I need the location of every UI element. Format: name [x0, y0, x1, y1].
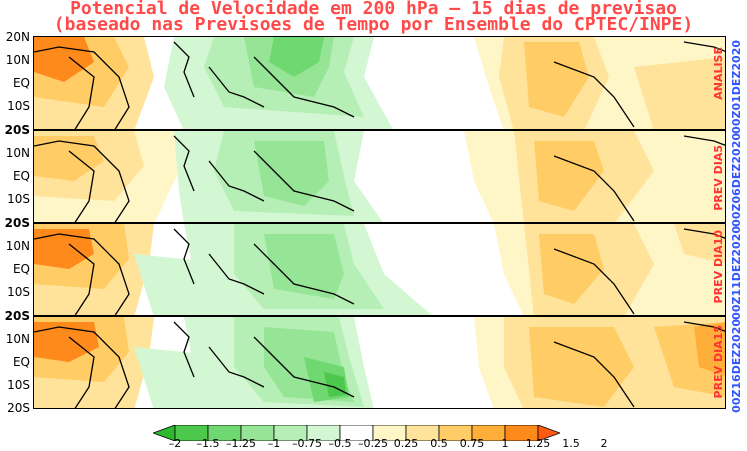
lat-label: 10S [7, 378, 30, 392]
map-panel-dia15: PREV DIA15 [33, 316, 726, 409]
colorbar-tick-label: –1.25 [226, 437, 256, 450]
colorbar-ticks: –2 –1.5 –1.25 –1 –0.75 –0.5 –0.25 0.25 0.5 0.75 1 1… [0, 437, 747, 451]
colorbar-tick-label: –0.25 [358, 437, 388, 450]
lat-label: 20S [7, 401, 30, 415]
panel-date-dia15: 00Z16DEZ2020 [730, 319, 743, 413]
colorbar-tick-label: 0.25 [393, 437, 419, 450]
colorbar-end-right [537, 425, 560, 441]
lat-label: 20S [4, 216, 30, 230]
colorbar-tick-label: 0.75 [459, 437, 485, 450]
panel-date-dia5: 00Z06DEZ2020 [730, 133, 743, 227]
panel-label-dia15: PREV DIA15 [712, 325, 725, 399]
lat-label: 10N [5, 53, 30, 67]
colorbar-tick-label: 1.25 [525, 437, 551, 450]
colorbar-tick-label: –1 [267, 437, 281, 450]
panel-date-dia10: 00Z11DEZ2020 [730, 226, 743, 320]
field-map-dia5 [34, 131, 725, 222]
colorbar-tick-label: 1.5 [562, 437, 580, 450]
lat-label: 20S [4, 123, 30, 137]
map-title: Potencial de Velocidade em 200 hPa – 15 … [70, 0, 677, 19]
lat-label: EQ [12, 169, 30, 183]
lat-label: 10N [5, 332, 30, 346]
panel-label-analise: ANALISE [712, 47, 725, 100]
lat-label: EQ [12, 355, 30, 369]
panel-date-analise: 00Z01DEZ2020 [730, 40, 743, 134]
lat-label: 10S [7, 192, 30, 206]
map-panel-dia10: PREV DIA10 [33, 223, 726, 316]
colorbar-tick-label: –1.5 [196, 437, 220, 450]
colorbar-tick-label: –0.5 [328, 437, 352, 450]
lat-label: 10N [5, 239, 30, 253]
lat-label: 10S [7, 285, 30, 299]
lat-label: EQ [12, 76, 30, 90]
panel-label-dia10: PREV DIA10 [712, 230, 725, 304]
field-map-dia15 [34, 317, 725, 408]
lat-label: 10N [5, 146, 30, 160]
colorbar-tick-label: 1 [501, 437, 509, 450]
colorbar-tick-label: 2 [600, 437, 608, 450]
field-map-dia10 [34, 224, 725, 315]
colorbar [153, 425, 560, 441]
colorbar-tick-label: –2 [168, 437, 182, 450]
map-panel-analise: ANALISE [33, 36, 726, 130]
lat-label: 10S [7, 99, 30, 113]
lat-label: 20S [4, 309, 30, 323]
field-map-analise [34, 37, 725, 129]
colorbar-tick-label: 0.5 [430, 437, 448, 450]
map-subtitle: (baseado nas Previsoes de Tempo por Ense… [53, 14, 694, 35]
colorbar-tick-label: –0.75 [292, 437, 322, 450]
panel-label-dia5: PREV DIA5 [712, 145, 725, 211]
lat-label: 20N [5, 30, 30, 44]
map-panel-dia5: PREV DIA5 [33, 130, 726, 223]
lat-label: EQ [12, 262, 30, 276]
